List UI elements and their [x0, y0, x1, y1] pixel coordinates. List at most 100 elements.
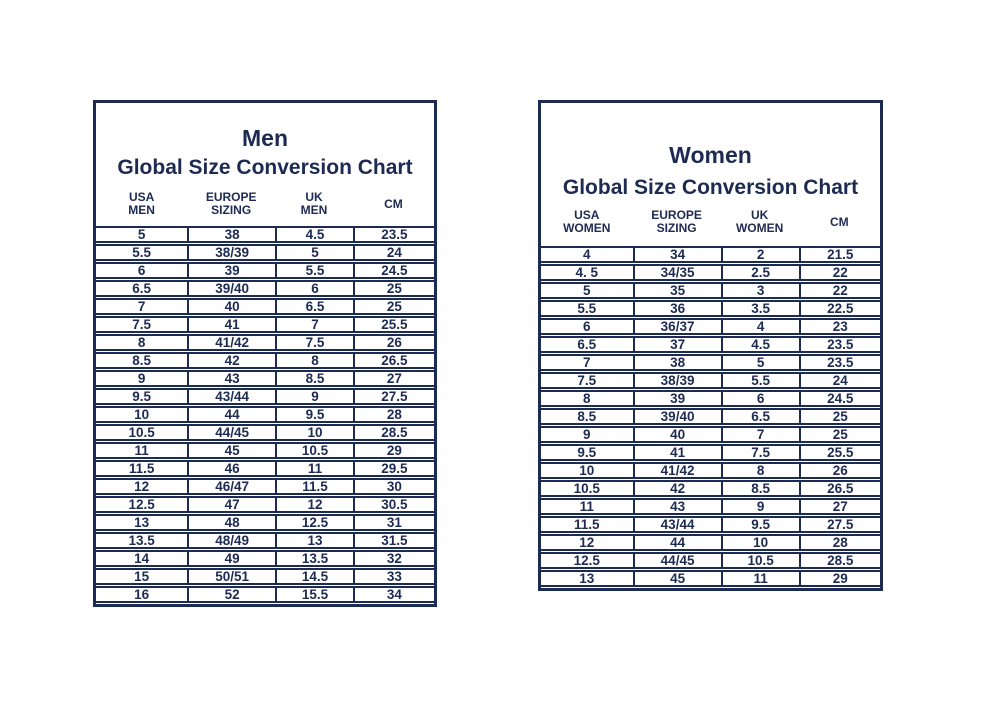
table-row: 10.5 42 8.5 26.5: [541, 480, 880, 497]
table-row: 8 39 6 24.5: [541, 390, 880, 407]
table-cell: 11.5: [275, 478, 353, 495]
men-chart-header: Men Global Size Conversion Chart USA MEN…: [96, 126, 434, 225]
table-cell: 7.5: [720, 444, 799, 461]
table-cell: 26: [352, 334, 434, 351]
table-cell: 31.5: [352, 532, 434, 549]
table-cell: 8: [720, 462, 799, 479]
table-cell: 46: [187, 460, 276, 477]
table-cell: 4: [541, 246, 633, 263]
table-cell: 28.5: [352, 424, 434, 441]
table-cell: 11.5: [541, 516, 633, 533]
chart-title: Men: [242, 125, 288, 151]
table-cell: 35: [632, 282, 721, 299]
table-cell: 39: [187, 262, 276, 279]
table-cell: 33: [352, 568, 434, 585]
table-cell: 5: [720, 354, 799, 371]
column-header-line: EUROPE: [205, 190, 257, 204]
table-cell: 39: [632, 390, 721, 407]
table-cell: 11: [96, 442, 188, 459]
table-cell: 42: [187, 352, 276, 369]
men-size-chart: Men Global Size Conversion Chart USA MEN…: [93, 100, 437, 607]
table-cell: 14.5: [275, 568, 353, 585]
table-row: 9.5 41 7.5 25.5: [541, 444, 880, 461]
table-row: 13.5 48/49 13 31.5: [96, 532, 434, 549]
table-row: 10 41/42 8 26: [541, 462, 880, 479]
table-cell: 2.5: [720, 264, 799, 281]
column-header-line: CM: [384, 196, 403, 211]
table-cell: 6.5: [720, 408, 799, 425]
column-header-europe-sizing: EUROPE SIZING: [633, 209, 721, 235]
column-header-line: SIZING: [656, 221, 697, 235]
table-cell: 24.5: [798, 390, 880, 407]
table-cell: 36: [632, 300, 721, 317]
table-cell: 11: [275, 460, 353, 477]
table-cell: 9.5: [720, 516, 799, 533]
table-cell: 43: [187, 370, 276, 387]
column-header-europe-sizing: EUROPE SIZING: [187, 191, 275, 217]
table-cell: 50/51: [187, 568, 276, 585]
table-cell: 25: [798, 426, 880, 443]
table-cell: 45: [187, 442, 276, 459]
table-cell: 41: [632, 444, 721, 461]
table-cell: 10: [541, 462, 633, 479]
table-cell: 4.5: [720, 336, 799, 353]
table-cell: 25: [352, 280, 434, 297]
table-cell: 11.5: [96, 460, 188, 477]
table-cell: 25: [352, 298, 434, 315]
table-cell: 10: [96, 406, 188, 423]
table-cell: 9: [275, 388, 353, 405]
table-cell: 8: [541, 390, 633, 407]
column-header-line: MEN: [128, 203, 155, 217]
table-cell: 14: [96, 550, 188, 567]
table-cell: 24: [352, 244, 434, 261]
column-header-usa-women: USA WOMEN: [541, 209, 633, 235]
column-header-cm: CM: [353, 191, 434, 217]
table-cell: 25.5: [352, 316, 434, 333]
table-cell: 27: [798, 498, 880, 515]
table-cell: 11: [720, 570, 799, 587]
chart-subtitle: Global Size Conversion Chart: [562, 176, 859, 199]
table-cell: 49: [187, 550, 276, 567]
table-cell: 5: [541, 282, 633, 299]
table-cell: 7: [720, 426, 799, 443]
table-cell: 12.5: [96, 496, 188, 513]
table-cell: 25: [798, 408, 880, 425]
table-cell: 34: [352, 586, 434, 603]
table-cell: 40: [632, 426, 721, 443]
table-cell: 13: [275, 532, 353, 549]
table-cell: 5.5: [96, 244, 188, 261]
table-cell: 29.5: [352, 460, 434, 477]
table-cell: 9: [541, 426, 633, 443]
column-header-line: EUROPE: [651, 208, 702, 222]
table-row: 9.5 43/44 9 27.5: [96, 388, 434, 405]
column-header-line: UK: [750, 208, 769, 222]
table-cell: 41/42: [632, 462, 721, 479]
table-row: 13 45 11 29: [541, 570, 880, 587]
table-cell: 8.5: [275, 370, 353, 387]
table-cell: 5: [96, 226, 188, 243]
table-cell: 11: [541, 498, 633, 515]
column-headers: USA MEN EUROPE SIZING UK MEN CM: [96, 191, 434, 225]
table-row: 7 40 6.5 25: [96, 298, 434, 315]
table-cell: 2: [720, 246, 799, 263]
table-row: 7 38 5 23.5: [541, 354, 880, 371]
column-header-line: USA: [128, 190, 155, 204]
table-cell: 28: [352, 406, 434, 423]
table-cell: 6: [275, 280, 353, 297]
table-cell: 26.5: [352, 352, 434, 369]
table-cell: 13: [541, 570, 633, 587]
table-row: 12 44 10 28: [541, 534, 880, 551]
table-cell: 10.5: [275, 442, 353, 459]
table-row: 5 35 3 22: [541, 282, 880, 299]
table-cell: 30: [352, 478, 434, 495]
table-cell: 9.5: [275, 406, 353, 423]
table-row: 7.5 38/39 5.5 24: [541, 372, 880, 389]
table-cell: 4.5: [275, 226, 353, 243]
table-row: 11.5 46 11 29.5: [96, 460, 434, 477]
table-cell: 24.5: [352, 262, 434, 279]
table-row: 13 48 12.5 31: [96, 514, 434, 531]
table-row: 5.5 36 3.5 22.5: [541, 300, 880, 317]
table-row: 9 40 7 25: [541, 426, 880, 443]
table-cell: 6.5: [275, 298, 353, 315]
